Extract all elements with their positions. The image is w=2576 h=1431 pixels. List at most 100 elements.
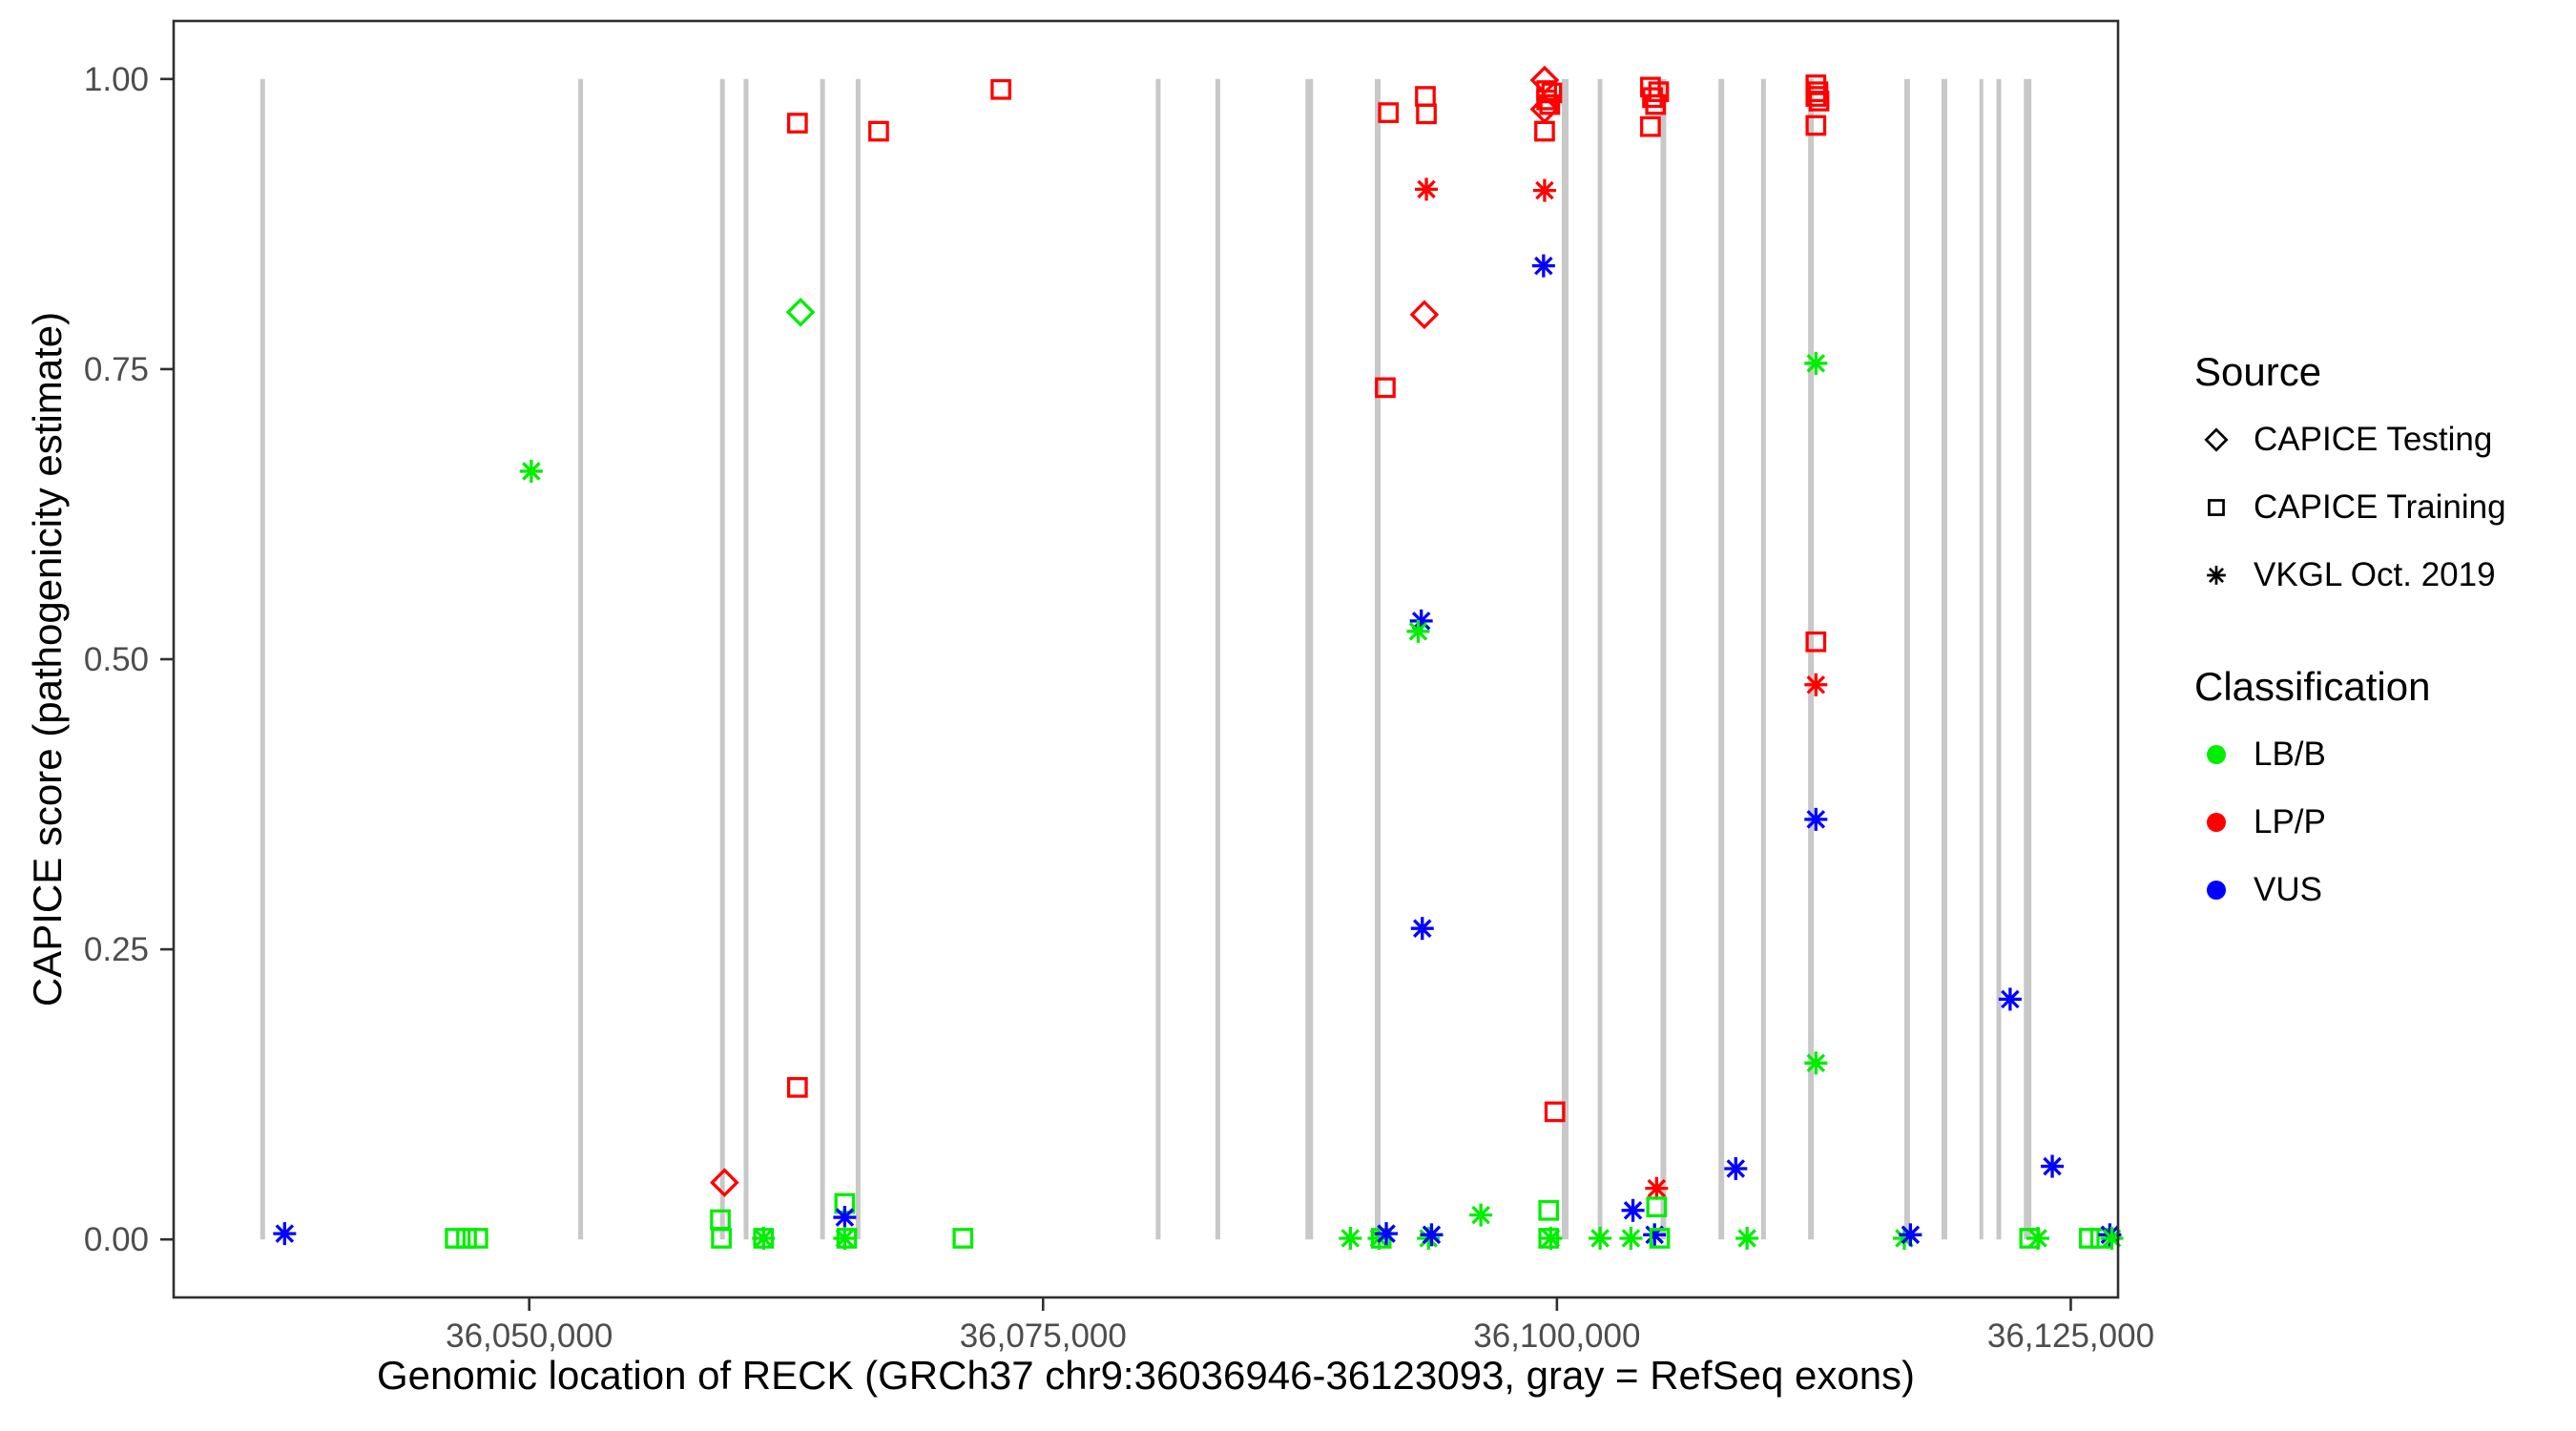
y-tick-label: 0.50 bbox=[84, 641, 149, 678]
exon-bar bbox=[1941, 78, 1947, 1240]
data-point bbox=[1649, 1228, 1671, 1249]
exon-bar bbox=[260, 78, 265, 1240]
exon-bars bbox=[260, 78, 2032, 1240]
exon-bar bbox=[820, 78, 825, 1240]
exon-bar bbox=[578, 78, 584, 1240]
data-point bbox=[467, 1228, 488, 1249]
x-tick-label: 36,050,000 bbox=[446, 1317, 613, 1355]
x-tick-label: 36,100,000 bbox=[1473, 1317, 1640, 1355]
legend-item-label: VUS bbox=[2254, 871, 2322, 908]
y-tick-label: 0.25 bbox=[84, 931, 149, 968]
data-point bbox=[1735, 1226, 1759, 1250]
data-point bbox=[1534, 120, 1555, 142]
data-point bbox=[1804, 1051, 1828, 1075]
exon-bar bbox=[1215, 78, 1220, 1240]
exon-bar bbox=[1979, 78, 1984, 1240]
legend-item-label: LP/P bbox=[2254, 803, 2326, 840]
asterisk-icon bbox=[2207, 566, 2226, 585]
data-point bbox=[1415, 177, 1439, 201]
data-point bbox=[1645, 1176, 1669, 1200]
exon-bar bbox=[2024, 78, 2032, 1240]
data-point bbox=[1804, 807, 1828, 831]
legend-source-block: Source CAPICE Testing CAPICE Training VKGL… bbox=[2194, 349, 2566, 597]
data-point bbox=[786, 113, 808, 134]
data-point bbox=[1724, 1156, 1748, 1180]
y-tick-label: 1.00 bbox=[84, 61, 149, 98]
legend-item: VKGL Oct. 2019 bbox=[2194, 553, 2566, 597]
square-icon bbox=[2208, 499, 2225, 516]
data-point bbox=[1804, 673, 1828, 696]
data-point bbox=[1375, 1222, 1399, 1246]
data-point bbox=[2041, 1154, 2065, 1178]
data-point bbox=[1532, 178, 1556, 202]
data-point bbox=[710, 1168, 739, 1197]
exon-bar bbox=[1597, 78, 1603, 1240]
data-point bbox=[1541, 82, 1563, 104]
data-point bbox=[990, 78, 1011, 100]
exon-bar bbox=[1718, 78, 1725, 1240]
legend-item: CAPICE Testing bbox=[2194, 418, 2566, 462]
legend-item-label: VKGL Oct. 2019 bbox=[2254, 556, 2496, 593]
data-point bbox=[1804, 351, 1828, 375]
legend-item: LB/B bbox=[2194, 733, 2566, 777]
exon-bar bbox=[1996, 78, 2002, 1240]
diamond-icon bbox=[2204, 427, 2229, 452]
exon-bar bbox=[1375, 78, 1381, 1240]
legend-classification-title: Classification bbox=[2194, 664, 2431, 709]
data-point bbox=[1808, 91, 1830, 112]
data-point bbox=[1648, 81, 1670, 103]
data-point bbox=[2025, 1226, 2049, 1250]
color-dot-icon bbox=[2207, 881, 2226, 900]
data-point bbox=[1416, 103, 1437, 125]
color-dot-icon bbox=[2207, 813, 2226, 832]
data-point bbox=[2100, 1226, 2124, 1250]
data-point bbox=[1538, 1199, 1560, 1221]
data-point bbox=[1420, 1223, 1444, 1247]
x-axis-title: Genomic location of RECK (GRCh37 chr9:36… bbox=[376, 1353, 1916, 1398]
exon-bar bbox=[1305, 78, 1314, 1240]
legend-item-label: CAPICE Training bbox=[2254, 488, 2506, 526]
exon-bar bbox=[1660, 78, 1667, 1240]
legend-item: LP/P bbox=[2194, 800, 2566, 844]
data-point bbox=[2078, 1228, 2100, 1249]
data-point bbox=[1339, 1226, 1362, 1250]
data-point bbox=[1531, 254, 1555, 278]
data-point bbox=[1589, 1226, 1612, 1250]
y-tick-label: 0.75 bbox=[84, 351, 149, 388]
legend-source-title: Source bbox=[2194, 349, 2322, 394]
exon-bar bbox=[855, 78, 861, 1240]
legend-item: CAPICE Training bbox=[2194, 486, 2566, 529]
data-point bbox=[868, 120, 889, 142]
legend-item-label: LB/B bbox=[2254, 736, 2326, 773]
data-point bbox=[1539, 93, 1561, 115]
data-point bbox=[1378, 102, 1400, 123]
exon-bar bbox=[719, 78, 725, 1240]
y-tick-label: 0.00 bbox=[84, 1221, 149, 1258]
legend-item-label: CAPICE Testing bbox=[2254, 421, 2493, 458]
data-point bbox=[1410, 917, 1434, 941]
y-axis-ticks: 0.00 0.25 0.50 0.75 1.00 bbox=[84, 61, 174, 1258]
x-tick-label: 36,125,000 bbox=[1987, 1317, 2154, 1355]
data-point bbox=[1640, 115, 1661, 137]
data-point bbox=[1544, 1101, 1566, 1123]
data-point bbox=[1539, 1226, 1563, 1250]
exon-bar bbox=[1808, 78, 1815, 1240]
legend: Source CAPICE Testing CAPICE Training VKGL… bbox=[2194, 349, 2566, 979]
color-dot-icon bbox=[2207, 745, 2226, 764]
data-point bbox=[1805, 86, 1827, 107]
data-point bbox=[1642, 87, 1663, 109]
data-point bbox=[785, 297, 816, 327]
data-point bbox=[1619, 1226, 1643, 1250]
data-point bbox=[1805, 631, 1827, 653]
data-point bbox=[1469, 1203, 1493, 1227]
data-point bbox=[1375, 377, 1396, 399]
x-axis-ticks: 36,050,000 36,075,000 36,100,000 36,125,000 bbox=[446, 1297, 2154, 1355]
data-point bbox=[753, 1228, 775, 1249]
data-point bbox=[519, 459, 543, 483]
y-axis-title: CAPICE score (pathogenicity estimate) bbox=[25, 311, 70, 1007]
data-point bbox=[1536, 89, 1557, 111]
data-point bbox=[1409, 300, 1440, 330]
legend-classification-block: Classification LB/B LP/P VUS bbox=[2194, 664, 2566, 912]
legend-classification-items: LB/B LP/P VUS bbox=[2194, 733, 2566, 912]
